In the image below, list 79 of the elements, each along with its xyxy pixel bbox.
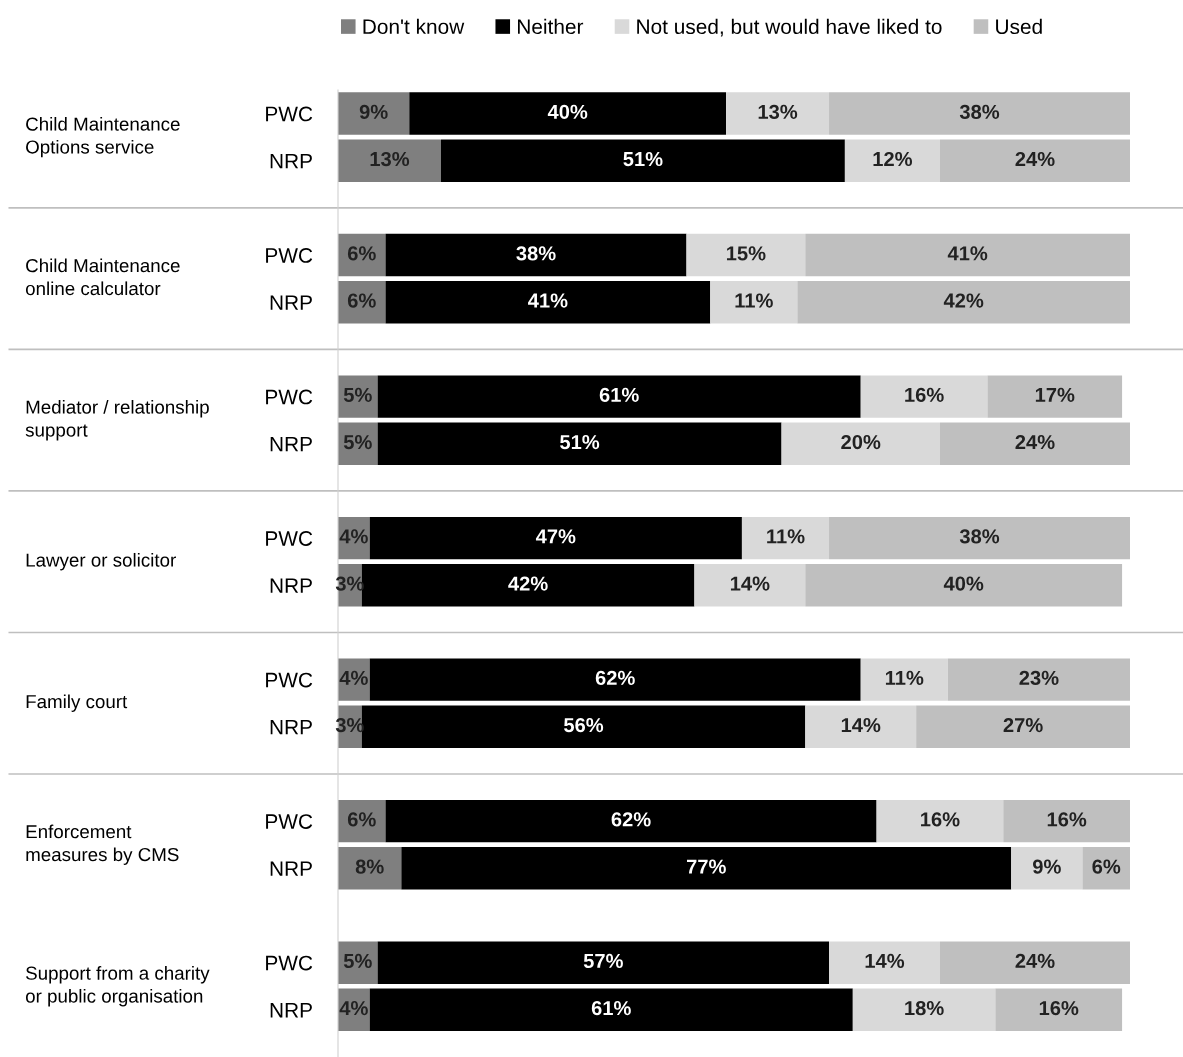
data-label: 56% [563, 717, 604, 733]
y-tick-label: PWC [266, 672, 313, 688]
data-label: 16% [921, 812, 960, 827]
y-tick-label: PWC [266, 248, 313, 263]
text: Lawyer or solicitor [26, 552, 176, 571]
legend-label: Not used, but would have liked to [637, 18, 942, 37]
y-tick-label: NRP [270, 153, 312, 169]
data-label: 5% [343, 434, 372, 450]
legend-label: Don't know [363, 18, 465, 35]
data-label: 38% [959, 104, 1000, 120]
y-tick-label: PWC [266, 106, 313, 122]
y-tick-label: NRP [270, 720, 312, 735]
data-label: 6% [347, 293, 376, 308]
y-tick-label: NRP [270, 861, 312, 876]
data-label: 51% [560, 434, 600, 450]
text: Support from a charity or public organisation [25, 966, 210, 1007]
data-label: 16% [905, 387, 944, 403]
data-label: 13% [370, 151, 410, 167]
data-label: 57% [583, 953, 623, 969]
y-tick-label: NRP [270, 1003, 312, 1018]
text: Child Maintenance online calculator [25, 258, 180, 296]
data-label: 27% [1003, 717, 1043, 733]
data-label: 4% [339, 670, 368, 685]
data-label: 8% [355, 859, 384, 874]
data-label: 11% [767, 529, 805, 544]
text: Child Maintenance Options service [26, 116, 180, 158]
data-label: 20% [841, 434, 881, 450]
data-label: 14% [730, 576, 770, 591]
data-label: 61% [599, 387, 639, 403]
data-label: 6% [347, 812, 376, 827]
data-label: 14% [865, 953, 905, 969]
data-label: 16% [1039, 1000, 1079, 1016]
data-label: 6% [1092, 859, 1121, 874]
text: Family court [26, 694, 128, 712]
data-label: 17% [1035, 387, 1075, 402]
data-label: 40% [943, 576, 984, 591]
y-tick-label: PWC [266, 531, 313, 546]
data-label: 14% [841, 718, 881, 733]
data-label: 61% [591, 1000, 631, 1016]
data-label: 24% [1015, 151, 1055, 167]
y-tick-label: NRP [270, 578, 312, 593]
data-label: 41% [947, 246, 988, 261]
y-tick-label: NRP [270, 437, 312, 452]
data-label: 9% [359, 104, 388, 119]
data-label: 40% [547, 104, 588, 119]
legend-label: Used [996, 18, 1042, 35]
data-label: 62% [611, 812, 651, 827]
data-label: 38% [516, 246, 556, 261]
data-label: 23% [1019, 670, 1059, 686]
data-label: 13% [758, 104, 798, 120]
legend-label: Neither [518, 18, 584, 35]
data-label: 5% [343, 953, 372, 969]
data-label: 42% [943, 293, 984, 308]
text: Enforcement measures by CMS [26, 824, 179, 865]
y-tick-label: PWC [266, 389, 313, 405]
data-label: 51% [623, 151, 663, 167]
data-label: 5% [343, 387, 372, 403]
data-label: 15% [726, 246, 766, 261]
data-label: 6% [347, 246, 376, 261]
data-label: 11% [885, 670, 924, 685]
data-label: 4% [339, 529, 368, 544]
data-label: 24% [1015, 434, 1055, 450]
data-label: 4% [339, 1001, 368, 1016]
data-label: 12% [873, 151, 913, 167]
data-label: 16% [1047, 812, 1087, 827]
data-label: 24% [1015, 953, 1055, 969]
data-label: 38% [959, 529, 1000, 544]
data-label: 77% [686, 859, 726, 874]
y-tick-label: PWC [266, 955, 313, 971]
y-tick-label: PWC [266, 814, 313, 829]
data-label: 42% [508, 576, 548, 591]
data-label: 9% [1032, 859, 1061, 874]
data-label: 18% [905, 1000, 944, 1016]
y-tick-label: NRP [270, 295, 312, 310]
data-label: 62% [595, 670, 635, 686]
data-label: 41% [528, 293, 568, 308]
text: Mediator / relationship support [25, 400, 209, 441]
data-label: 11% [735, 293, 773, 308]
data-label: 47% [535, 529, 576, 544]
